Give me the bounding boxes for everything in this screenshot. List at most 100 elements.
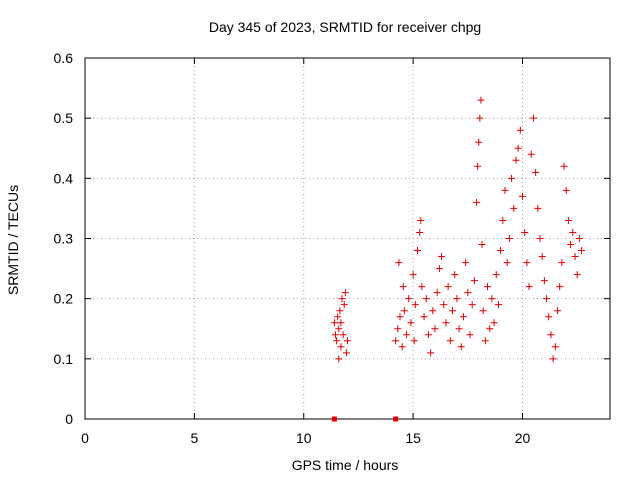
data-point	[575, 235, 583, 242]
data-point	[569, 228, 577, 236]
data-point	[488, 295, 496, 303]
data-point	[466, 331, 474, 339]
data-point	[435, 265, 443, 273]
data-point	[481, 337, 489, 345]
data-point	[424, 331, 432, 339]
data-point	[540, 277, 548, 285]
data-point	[394, 325, 402, 333]
data-point	[499, 216, 507, 224]
data-point	[453, 295, 461, 303]
data-point	[339, 331, 347, 339]
data-point	[547, 331, 555, 339]
data-point	[459, 313, 467, 321]
data-point	[479, 307, 487, 315]
data-point	[476, 114, 484, 122]
data-point	[422, 295, 430, 303]
data-point	[331, 331, 339, 339]
data-point	[464, 289, 472, 297]
data-point	[444, 283, 452, 291]
x-tick-label: 5	[190, 430, 198, 446]
data-point	[538, 253, 546, 261]
data-point	[545, 313, 553, 321]
grid-lines	[85, 58, 610, 419]
zero-marker	[331, 416, 337, 422]
data-point	[492, 271, 500, 279]
data-point	[512, 156, 520, 164]
data-point	[529, 114, 537, 122]
data-point	[420, 313, 428, 321]
data-point	[344, 337, 351, 345]
data-point	[514, 144, 522, 152]
data-point	[399, 283, 407, 291]
data-point	[333, 337, 341, 345]
chart-title: Day 345 of 2023, SRMTID for receiver chp…	[209, 19, 481, 35]
data-point	[490, 319, 498, 327]
y-axis-label: SRMTID / TECUs	[5, 185, 21, 295]
data-point	[503, 259, 511, 267]
data-point	[338, 295, 346, 303]
data-point	[477, 96, 485, 104]
data-point	[440, 301, 448, 309]
data-point	[556, 283, 564, 291]
data-point	[342, 349, 350, 357]
y-tick-label: 0	[65, 411, 73, 427]
data-point	[543, 295, 551, 303]
data-point	[527, 150, 535, 158]
data-point	[396, 313, 404, 321]
data-point	[521, 228, 529, 236]
data-point	[470, 277, 478, 285]
y-tick-label: 0.6	[54, 50, 74, 66]
data-point	[410, 337, 418, 345]
data-point	[457, 343, 465, 351]
data-point	[418, 283, 426, 291]
data-point	[567, 241, 575, 249]
data-point	[560, 162, 568, 170]
data-point	[562, 186, 570, 194]
x-tick-label: 15	[405, 430, 421, 446]
data-point	[416, 228, 424, 236]
data-point	[438, 253, 446, 261]
data-point	[519, 192, 526, 200]
data-point	[551, 343, 559, 351]
y-tick-label: 0.1	[54, 351, 74, 367]
data-point	[341, 289, 349, 297]
data-point	[330, 319, 338, 327]
data-point	[337, 343, 345, 351]
data-point	[554, 307, 561, 315]
data-point	[508, 174, 516, 182]
x-tick-label: 20	[515, 430, 531, 446]
data-point	[403, 331, 411, 339]
data-point	[484, 283, 491, 291]
zero-marker	[393, 416, 399, 422]
y-tick-label: 0.2	[54, 291, 74, 307]
data-point	[411, 301, 419, 309]
plot-frame	[84, 57, 611, 420]
data-point	[468, 301, 476, 309]
data-point	[395, 259, 403, 267]
data-point	[494, 301, 502, 309]
data-point	[400, 307, 408, 315]
data-point	[532, 168, 540, 176]
x-axis-label: GPS time / hours	[292, 457, 399, 473]
data-point	[407, 319, 415, 327]
data-point	[340, 301, 348, 309]
y-tick-label: 0.4	[54, 170, 74, 186]
data-point	[558, 259, 566, 267]
data-point	[516, 126, 524, 134]
data-point	[427, 349, 435, 357]
data-point	[549, 355, 557, 363]
data-point	[478, 241, 486, 249]
data-point	[451, 271, 459, 279]
data-point	[473, 198, 481, 206]
data-point	[455, 325, 463, 333]
data-point	[398, 343, 406, 351]
data-point	[429, 307, 437, 315]
data-point	[536, 235, 544, 242]
data-point	[417, 216, 425, 224]
y-axis-ticks: 0 0.1 0.2 0.3 0.4 0.5 0.6	[54, 50, 610, 427]
data-point	[414, 247, 421, 255]
data-point	[433, 289, 441, 297]
data-point	[501, 186, 509, 194]
data-point	[486, 325, 494, 333]
data-point	[335, 355, 343, 363]
